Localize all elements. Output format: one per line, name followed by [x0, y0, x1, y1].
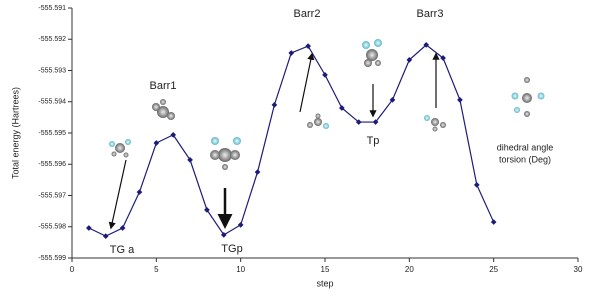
annotation: Barr2 [294, 8, 321, 20]
molecule-icons [109, 39, 545, 170]
annotation: TGp [221, 243, 242, 255]
y-tick-label: -555.595 [38, 130, 66, 137]
y-tick-label: -555.594 [38, 99, 66, 106]
y-axis-label: Total energy (Hartrees) [10, 87, 20, 179]
line [89, 45, 494, 236]
x-tick-label: 20 [405, 265, 414, 274]
y-tick-label: -555.597 [38, 192, 66, 199]
point [120, 225, 126, 231]
x-tick-label: 25 [489, 265, 498, 274]
y-tick-label: -555.596 [38, 161, 66, 168]
chart: -555.591 -555.592 -555.593 -555.594 -555.595… [0, 0, 592, 291]
annotation: Barr1 [150, 80, 177, 92]
annotation: TG a [110, 244, 135, 256]
y-tick-label: -555.598 [38, 224, 66, 231]
point [255, 169, 261, 175]
point [86, 225, 92, 231]
annotation: Tp [367, 135, 380, 147]
x-tick-label: 5 [154, 265, 159, 274]
y-tick-label: -555.593 [38, 67, 66, 74]
x-tick-label: 30 [574, 265, 583, 274]
point [322, 72, 328, 78]
x-tick-label: 10 [236, 265, 245, 274]
point [238, 222, 244, 228]
y-tick-label: -555.591 [38, 5, 66, 12]
point [305, 43, 311, 49]
point [137, 189, 143, 195]
point [457, 97, 463, 103]
annotation: torsion (Deg) [499, 154, 551, 164]
point [491, 219, 497, 225]
point [272, 102, 278, 108]
point [288, 50, 294, 56]
x-axis-label: step [316, 278, 333, 288]
annotation: Barr3 [417, 8, 444, 20]
y-tick-label: -555.599 [38, 255, 66, 262]
point [154, 140, 160, 146]
x-tick-label: 15 [321, 265, 330, 274]
annotation: dihedral angle [497, 142, 554, 152]
y-tick-label: -555.592 [38, 36, 66, 43]
point [103, 233, 109, 239]
x-tick-label: 0 [70, 265, 75, 274]
point [474, 182, 480, 188]
